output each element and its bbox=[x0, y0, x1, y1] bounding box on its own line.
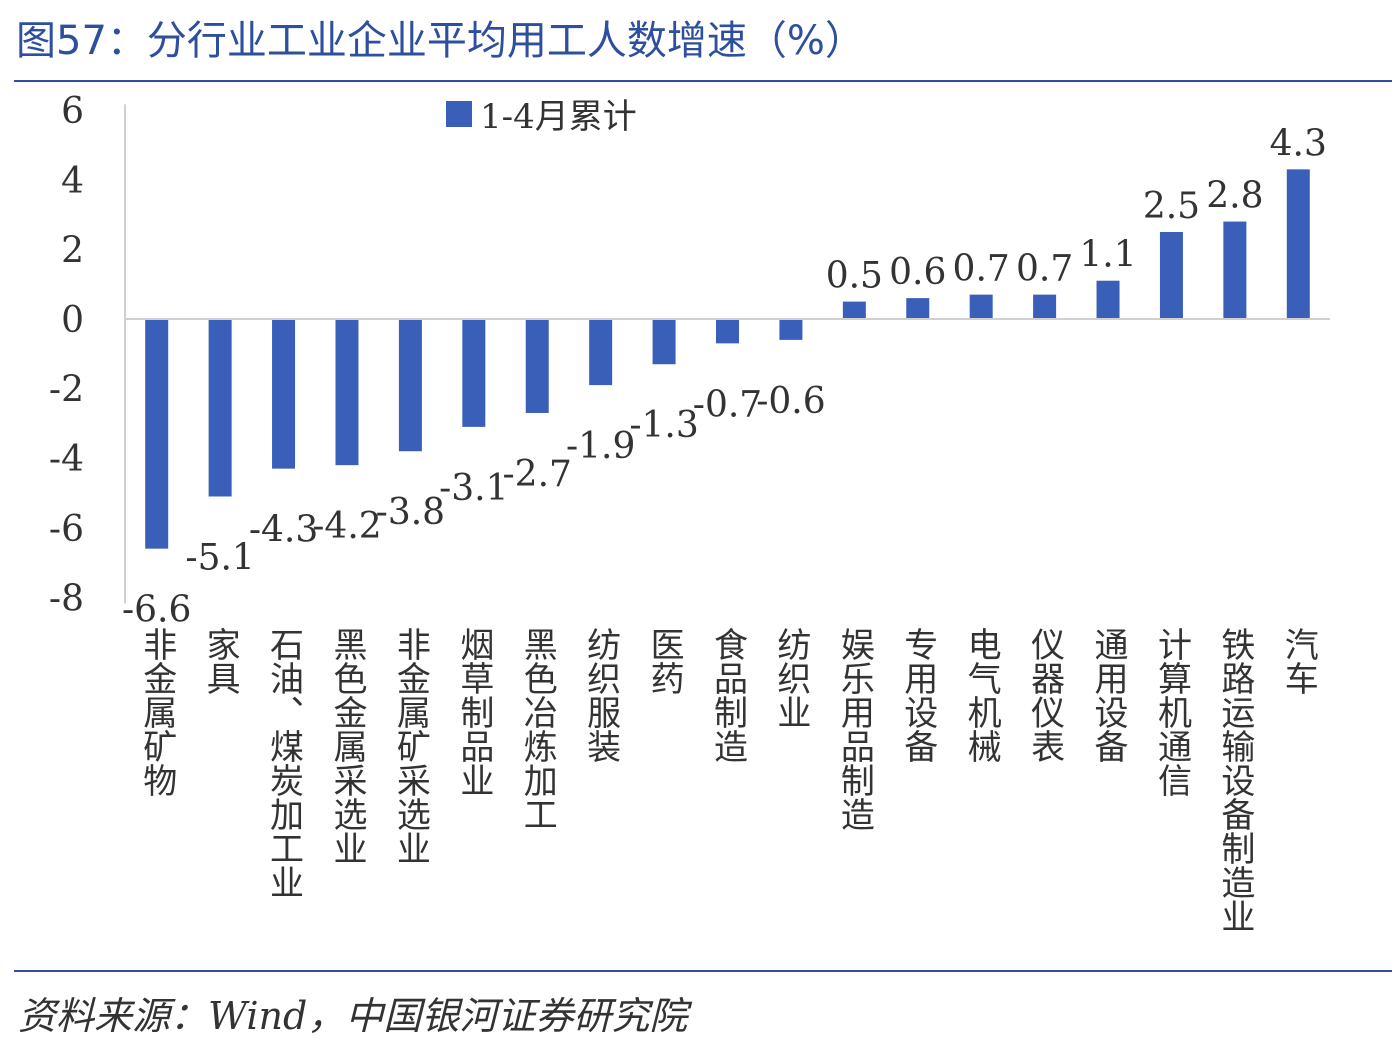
footer-divider bbox=[14, 970, 1392, 972]
data-label: 0.5 bbox=[826, 256, 883, 297]
category-label: 电气机械 bbox=[961, 627, 1001, 763]
y-axis: 6 4 2 0 -2 -4 -6 -8 bbox=[49, 91, 126, 619]
category-label: 纺织服装 bbox=[581, 627, 621, 763]
y-tick-label: -8 bbox=[49, 578, 84, 619]
category-label: 娱乐用品制造 bbox=[834, 627, 874, 831]
bar bbox=[1159, 232, 1183, 319]
data-label: -3.1 bbox=[439, 468, 508, 509]
data-label: -4.3 bbox=[249, 510, 318, 551]
data-label: 0.6 bbox=[889, 252, 946, 293]
bar bbox=[525, 319, 549, 413]
bar bbox=[652, 319, 676, 365]
data-label: -6.6 bbox=[122, 590, 191, 631]
y-tick-label: 0 bbox=[61, 300, 84, 341]
category-label: 专用设备 bbox=[898, 627, 938, 763]
bar bbox=[1223, 221, 1247, 319]
bar bbox=[969, 294, 993, 319]
bar-chart: 6 4 2 0 -2 -4 -6 -8 -6.6 -5.1-4.3-4.2-3.8-3.1-2.… bbox=[49, 91, 1330, 933]
data-label: 2.5 bbox=[1143, 186, 1200, 227]
category-label: 通用设备 bbox=[1088, 627, 1128, 763]
figure-title: 图57：分行业工业企业平均用工人数增速（%） bbox=[16, 18, 865, 64]
category-label: 石油、煤炭加工业 bbox=[264, 627, 304, 899]
data-label: 0.7 bbox=[953, 249, 1010, 290]
bar bbox=[716, 319, 739, 344]
bar bbox=[208, 319, 232, 497]
category-label: 计算机通信 bbox=[1151, 627, 1191, 797]
bar bbox=[335, 319, 359, 466]
category-label: 非金属矿物 bbox=[137, 627, 177, 797]
category-label: 医药 bbox=[644, 627, 684, 695]
legend-label-series: 1-4月累计 bbox=[480, 97, 637, 137]
bar bbox=[145, 319, 169, 549]
data-label: 1.1 bbox=[1079, 235, 1136, 276]
bar bbox=[842, 301, 866, 319]
y-tick-label: 2 bbox=[61, 230, 84, 271]
category-label: 家具 bbox=[200, 627, 240, 695]
data-label: -0.6 bbox=[756, 381, 825, 422]
source-note: 资料来源：Wind，中国银河证券研究院 bbox=[18, 994, 688, 1038]
category-label: 铁路运输设备制造业 bbox=[1215, 627, 1255, 933]
y-tick-label: 4 bbox=[61, 161, 84, 202]
y-tick-label: 6 bbox=[61, 91, 84, 132]
data-label: -4.2 bbox=[312, 506, 381, 547]
category-label: 仪器仪表 bbox=[1025, 627, 1065, 763]
category-label: 纺织业 bbox=[771, 627, 811, 729]
data-label: -3.8 bbox=[376, 492, 445, 533]
legend-swatch bbox=[446, 101, 472, 127]
bar bbox=[272, 319, 296, 469]
data-label: -1.9 bbox=[566, 426, 635, 467]
title-divider bbox=[14, 80, 1392, 82]
bars bbox=[145, 169, 1310, 549]
category-label: 食品制造 bbox=[708, 627, 748, 763]
data-label: -2.7 bbox=[503, 454, 572, 495]
bar bbox=[462, 319, 486, 427]
category-label: 黑色冶炼加工 bbox=[517, 627, 557, 831]
data-label: 0.7 bbox=[1016, 249, 1073, 290]
bar bbox=[779, 319, 803, 340]
bar bbox=[398, 319, 422, 452]
bar bbox=[1096, 280, 1120, 319]
data-labels: -6.6 -5.1-4.3-4.2-3.8-3.1-2.7-1.9-1.3-0.7… bbox=[122, 123, 1327, 630]
legend: 1-4月累计 bbox=[446, 97, 637, 137]
data-label: -5.1 bbox=[185, 537, 254, 578]
category-label: 非金属矿采选业 bbox=[390, 627, 430, 865]
data-label: 4.3 bbox=[1270, 123, 1327, 164]
y-tick-label: -2 bbox=[49, 370, 84, 411]
category-labels: 非金属矿物 家具 石油、煤炭加工业 黑色金属采选业 非金属矿采选业 烟草制品业 黑色冶炼加工… bbox=[137, 627, 1319, 933]
y-tick-label: -4 bbox=[49, 439, 84, 480]
bar bbox=[1286, 169, 1310, 319]
category-label: 汽车 bbox=[1278, 627, 1318, 695]
category-label: 黑色金属采选业 bbox=[327, 627, 367, 865]
category-label: 烟草制品业 bbox=[454, 627, 494, 797]
y-tick-label: -6 bbox=[49, 509, 84, 550]
data-label: -0.7 bbox=[693, 384, 762, 425]
bar bbox=[906, 298, 930, 319]
bar bbox=[1033, 294, 1057, 319]
data-label: 2.8 bbox=[1206, 176, 1263, 217]
data-label: -1.3 bbox=[629, 405, 698, 446]
bar bbox=[589, 319, 613, 386]
